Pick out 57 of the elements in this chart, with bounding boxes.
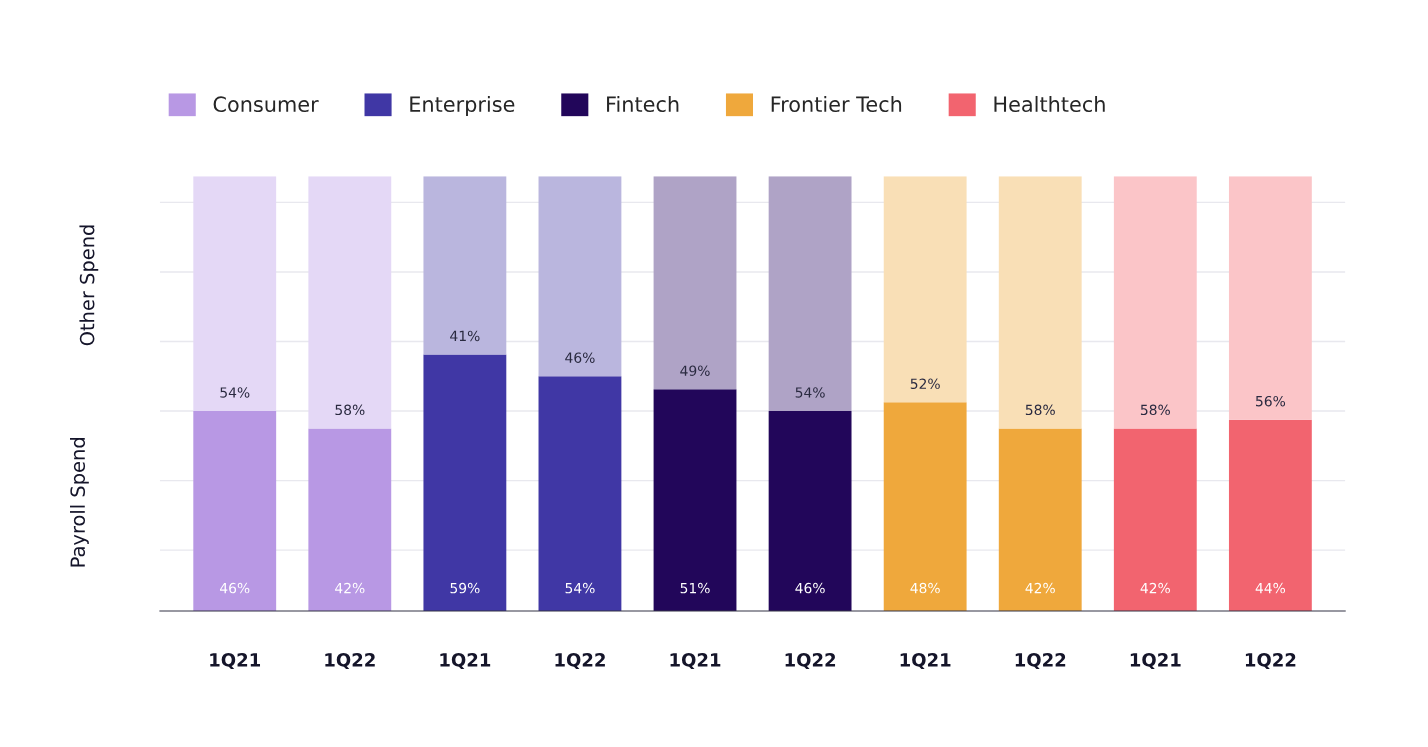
data-label: 49% [680,365,710,376]
x-tick-label: 1Q21 [670,653,721,670]
bar [193,411,277,612]
x-tick-label: 1Q22 [555,653,605,670]
y-axis-title: Payroll Spend [70,438,89,567]
x-tick-label: 1Q22 [785,653,836,670]
data-label: 42% [1140,582,1170,594]
x-tick-label: 1Q22 [1245,653,1296,670]
x-tick-label: 1Q22 [1015,653,1066,670]
data-label: 58% [1025,404,1055,416]
legend-label: Frontier Tech [771,95,902,113]
legend-label: Enterprise [410,95,515,117]
data-label: 58% [335,404,365,416]
bar [423,354,507,612]
bar [538,376,622,612]
bar [1228,176,1312,420]
bar [1113,176,1197,429]
bar [768,176,852,412]
data-label: 56% [1256,395,1286,407]
bar [768,411,852,612]
data-label: 59% [450,582,480,594]
data-label: 44% [1255,582,1286,594]
bar [883,402,967,612]
data-label: 54% [220,387,250,398]
text: Other Spend [79,225,99,346]
data-label: 46% [219,582,250,594]
bar [1228,419,1312,612]
data-label: 42% [1025,582,1055,594]
x-tick-label: 1Q21 [900,653,951,670]
x-tick-label: 1Q21 [1130,653,1181,670]
legend-label: Consumer [213,96,319,113]
bar [308,176,392,429]
legend-label: Fintech [607,95,679,113]
data-label: 51% [680,582,710,594]
bar [538,176,622,377]
data-label: 46% [795,582,825,594]
bar [998,428,1082,612]
bar [998,176,1082,429]
bar [423,176,507,355]
x-tick-label: 1Q21 [440,653,491,670]
bar [653,389,737,612]
data-label: 42% [335,582,365,594]
x-tick-label: 1Q22 [325,653,375,670]
data-label: 52% [910,378,940,389]
bar [653,176,737,390]
bar [883,176,967,403]
data-label: 54% [795,387,825,398]
bar [308,428,392,612]
bar [193,176,277,412]
data-label: 46% [565,352,595,363]
bar [1113,428,1197,612]
data-label: 48% [910,582,940,594]
legend-label: Healthtech [994,95,1105,113]
data-label: 41% [450,330,480,342]
x-tick-label: 1Q21 [210,653,261,670]
data-label: 54% [565,582,595,594]
data-label: 58% [1140,404,1170,416]
